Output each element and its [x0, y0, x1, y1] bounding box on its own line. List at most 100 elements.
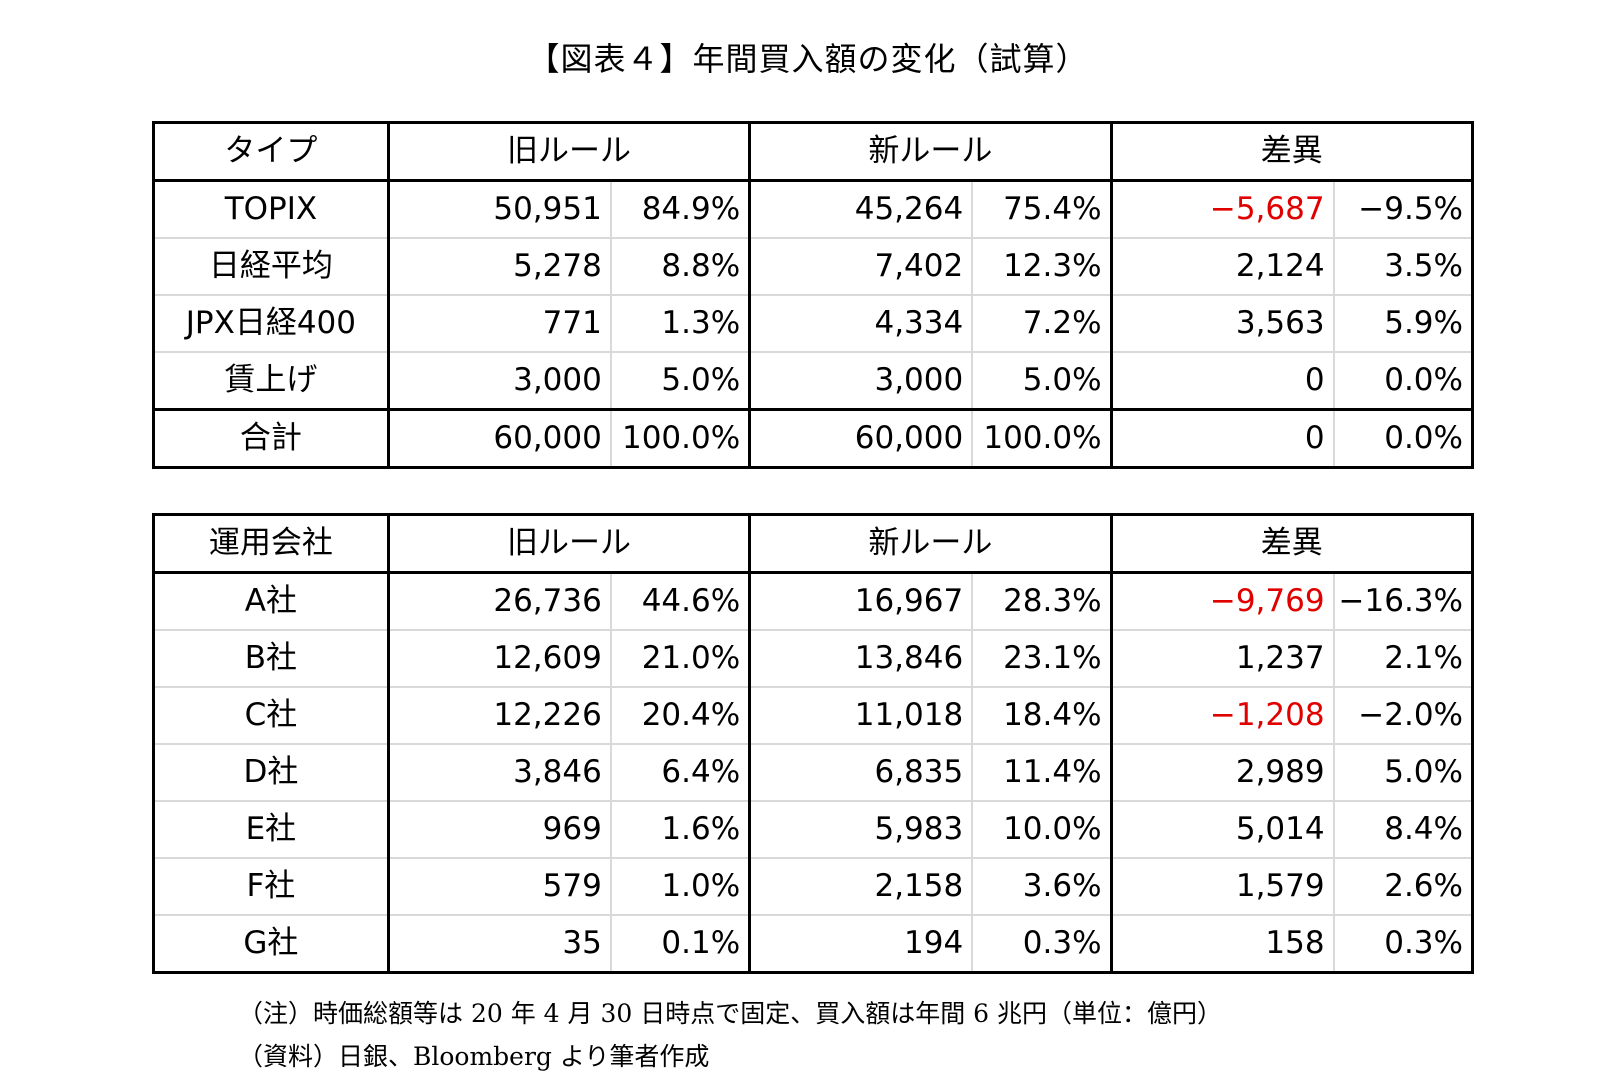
new-amount-cell: 4,334 [748, 294, 973, 352]
new-percent-cell: 100.0% [971, 408, 1112, 468]
diff-percent-cell: −9.5% [1332, 180, 1473, 238]
new-percent-cell: 3.6% [971, 857, 1112, 915]
diff-percent-cell: −16.3% [1332, 572, 1473, 630]
old-amount-cell: 3,000 [386, 351, 611, 410]
header-difference: 差異 [1109, 122, 1473, 182]
diff-amount-cell: 1,237 [1109, 629, 1334, 687]
table-row: 賃上げ 3,000 5.0% 3,000 5.0% 0 0.0% [153, 351, 1473, 410]
new-percent-cell: 7.2% [971, 294, 1112, 352]
new-amount-cell: 7,402 [748, 237, 973, 295]
new-amount-cell: 6,835 [748, 743, 973, 801]
diff-amount-cell: 2,124 [1109, 237, 1334, 295]
diff-amount-cell: 5,014 [1109, 800, 1334, 858]
old-percent-cell: 5.0% [609, 351, 750, 410]
diff-amount-cell: 0 [1109, 351, 1334, 410]
old-percent-cell: 20.4% [609, 686, 750, 744]
page-title: 【図表４】年間買入額の変化（試算） [527, 40, 1089, 78]
diff-percent-cell: 0.0% [1332, 351, 1473, 410]
table-by-company: 運用会社 旧ルール 新ルール 差異 A社 26,736 44.6% 16,967 28.… [152, 513, 1474, 974]
diff-percent-cell: −2.0% [1332, 686, 1473, 744]
table-row: B社 12,609 21.0% 13,846 23.1% 1,237 2.1% [153, 629, 1473, 687]
old-percent-cell: 21.0% [609, 629, 750, 687]
diff-amount-cell: 2,989 [1109, 743, 1334, 801]
note-text: （注）時価総額等は 20 年 4 月 30 日時点で固定、買入額は年間 6 兆円… [238, 999, 1223, 1028]
row-label: C社 [153, 686, 389, 744]
row-label: 合計 [153, 408, 389, 468]
header-new-rule: 新ルール [748, 514, 1112, 574]
diff-amount-cell: 158 [1109, 914, 1334, 973]
table-row: D社 3,846 6.4% 6,835 11.4% 2,989 5.0% [153, 743, 1473, 801]
diff-percent-cell: 5.9% [1332, 294, 1473, 352]
row-label: JPX日経400 [153, 294, 389, 352]
old-percent-cell: 1.0% [609, 857, 750, 915]
old-amount-cell: 3,846 [386, 743, 611, 801]
diff-percent-cell: 0.0% [1332, 408, 1473, 468]
new-amount-cell: 2,158 [748, 857, 973, 915]
new-percent-cell: 28.3% [971, 572, 1112, 630]
old-percent-cell: 0.1% [609, 914, 750, 973]
row-label: F社 [153, 857, 389, 915]
diff-percent-cell: 3.5% [1332, 237, 1473, 295]
new-amount-cell: 3,000 [748, 351, 973, 410]
header-old-rule: 旧ルール [386, 122, 750, 182]
table-row: E社 969 1.6% 5,983 10.0% 5,014 8.4% [153, 800, 1473, 858]
old-amount-cell: 771 [386, 294, 611, 352]
new-percent-cell: 10.0% [971, 800, 1112, 858]
old-amount-cell: 12,226 [386, 686, 611, 744]
row-label: G社 [153, 914, 389, 973]
diff-amount-cell: 0 [1109, 408, 1334, 468]
table-row: G社 35 0.1% 194 0.3% 158 0.3% [153, 914, 1473, 973]
old-percent-cell: 8.8% [609, 237, 750, 295]
row-label: 日経平均 [153, 237, 389, 295]
table-by-type: タイプ 旧ルール 新ルール 差異 TOPIX 50,951 84.9% 45,264 7… [152, 121, 1474, 469]
diff-amount-cell: −5,687 [1109, 180, 1334, 238]
header-old-rule: 旧ルール [386, 514, 750, 574]
table-row: A社 26,736 44.6% 16,967 28.3% −9,769 −16.3% [154, 572, 1473, 630]
old-percent-cell: 1.3% [609, 294, 750, 352]
old-amount-cell: 50,951 [386, 180, 611, 238]
table-row: JPX日経400 771 1.3% 4,334 7.2% 3,563 5.9% [153, 294, 1473, 352]
company-rows: A社 26,736 44.6% 16,967 28.3% −9,769 −16.3% B社 12… [153, 572, 1473, 973]
diff-percent-cell: 2.6% [1332, 857, 1473, 915]
header-company: 運用会社 [153, 514, 389, 574]
table-row: 日経平均 5,278 8.8% 7,402 12.3% 2,124 3.5% [153, 237, 1473, 295]
old-percent-cell: 100.0% [609, 408, 750, 468]
diff-amount-cell: 1,579 [1109, 857, 1334, 915]
row-label: D社 [153, 743, 389, 801]
new-percent-cell: 11.4% [971, 743, 1112, 801]
new-amount-cell: 13,846 [748, 629, 973, 687]
diff-percent-cell: 0.3% [1332, 914, 1473, 973]
table-header-row: 運用会社 旧ルール 新ルール 差異 [153, 514, 1473, 574]
new-percent-cell: 75.4% [971, 180, 1112, 238]
new-percent-cell: 5.0% [971, 351, 1112, 410]
old-percent-cell: 6.4% [609, 743, 750, 801]
source-text: （資料）日銀、Bloomberg より筆者作成 [238, 1042, 710, 1071]
row-label: A社 [244, 583, 297, 619]
old-amount-cell: 969 [386, 800, 611, 858]
table-row: TOPIX 50,951 84.9% 45,264 75.4% −5,687 −9.5% [154, 180, 1473, 238]
table-row: C社 12,226 20.4% 11,018 18.4% −1,208 −2.0% [153, 686, 1473, 744]
old-amount-cell: 60,000 [386, 408, 611, 468]
new-amount-cell: 194 [748, 914, 973, 973]
row-label: 賃上げ [153, 351, 389, 410]
diff-amount-cell: −1,208 [1109, 686, 1334, 744]
new-percent-cell: 23.1% [971, 629, 1112, 687]
row-label: B社 [153, 629, 389, 687]
new-amount-cell: 5,983 [748, 800, 973, 858]
new-amount-cell: 60,000 [748, 408, 973, 468]
row-label: E社 [153, 800, 389, 858]
table-header-row: タイプ 旧ルール 新ルール 差異 [153, 122, 1473, 182]
table-row: F社 579 1.0% 2,158 3.6% 1,579 2.6% [153, 857, 1473, 915]
old-percent-cell: 1.6% [609, 800, 750, 858]
old-amount-cell: 26,736 [386, 572, 611, 630]
header-type: タイプ [153, 122, 389, 182]
diff-percent-cell: 2.1% [1332, 629, 1473, 687]
diff-percent-cell: 5.0% [1332, 743, 1473, 801]
new-amount-cell: 45,264 [748, 180, 973, 238]
header-new-rule: 新ルール [748, 122, 1112, 182]
type-rows: TOPIX 50,951 84.9% 45,264 75.4% −5,687 −9.5% 日経… [153, 180, 1473, 410]
footnotes: （注）時価総額等は 20 年 4 月 30 日時点で固定、買入額は年間 6 兆円… [238, 992, 1222, 1078]
new-percent-cell: 0.3% [971, 914, 1112, 973]
old-amount-cell: 12,609 [386, 629, 611, 687]
new-percent-cell: 12.3% [971, 237, 1112, 295]
